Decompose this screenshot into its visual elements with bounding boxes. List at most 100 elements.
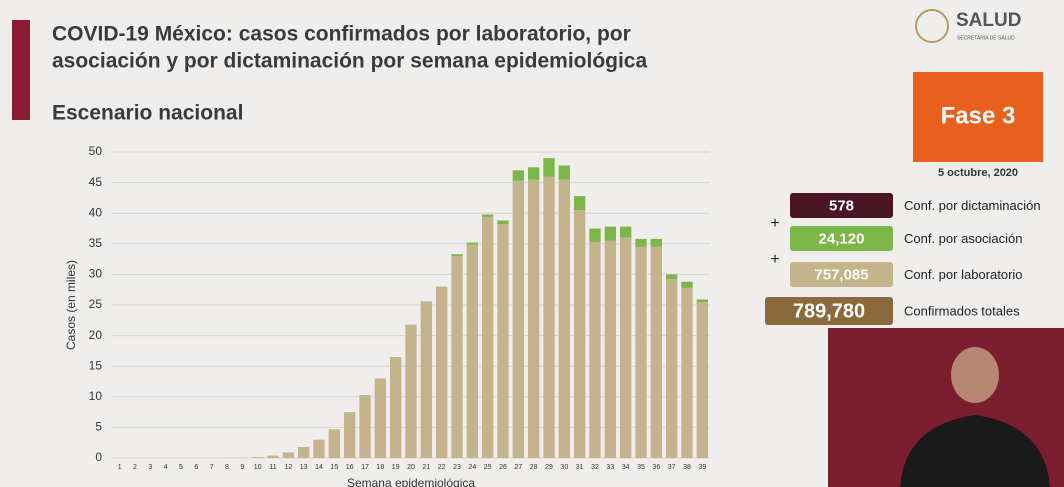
bar-segment — [527, 179, 540, 459]
phase-box — [913, 72, 1043, 162]
bar-segment — [359, 394, 371, 458]
x-tick-label: 37 — [668, 464, 676, 471]
x-tick-label: 28 — [530, 464, 538, 471]
logo-subtext: SECRETARÍA DE SALUD — [957, 34, 1015, 41]
bar-segment — [604, 240, 617, 458]
x-tick-label: 38 — [683, 464, 691, 471]
x-tick-label: 3 — [148, 464, 152, 471]
bar-segment — [619, 226, 632, 238]
x-tick-label: 20 — [407, 464, 415, 471]
x-tick-label: 8 — [225, 464, 229, 471]
bar-segment — [512, 170, 525, 181]
y-tick-label: 30 — [89, 267, 103, 281]
bar-segment — [543, 158, 555, 177]
x-tick-label: 36 — [652, 464, 660, 471]
y-tick-label: 15 — [89, 358, 103, 372]
bar-segment — [650, 246, 663, 458]
x-tick-label: 14 — [315, 464, 323, 471]
x-tick-label: 12 — [284, 464, 292, 471]
subtitle: Escenario nacional — [52, 102, 243, 125]
summary-prefix: + — [770, 251, 779, 268]
title-line: COVID-19 México: casos confirmados por l… — [52, 23, 631, 46]
bar-segment — [665, 279, 678, 458]
bar-segment — [497, 224, 509, 458]
interpreter-head — [951, 347, 999, 403]
y-tick-label: 20 — [89, 328, 103, 342]
x-tick-label: 34 — [622, 464, 630, 471]
y-axis-label: Casos (en miles) — [64, 260, 78, 350]
bar-segment — [481, 214, 494, 217]
bar-segment — [451, 254, 463, 257]
x-tick-label: 19 — [392, 464, 400, 471]
summary-value: 578 — [829, 197, 854, 214]
summary-label: Conf. por asociación — [904, 231, 1023, 246]
bar-segment — [405, 324, 417, 458]
summary-value: 789,780 — [793, 300, 865, 322]
y-tick-label: 35 — [89, 236, 103, 250]
date: 5 octubre, 2020 — [938, 167, 1018, 179]
bar-segment — [527, 167, 540, 180]
x-tick-label: 6 — [194, 464, 198, 471]
bar-segment — [267, 455, 279, 458]
bar-segment — [635, 246, 647, 458]
x-tick-label: 13 — [300, 464, 308, 471]
x-tick-label: 23 — [453, 464, 461, 471]
summary-box — [790, 262, 893, 287]
x-tick-label: 32 — [591, 464, 599, 471]
bar-segment — [389, 357, 402, 458]
bar-segment — [328, 429, 341, 458]
bar-segment — [558, 165, 571, 180]
bar-segment — [543, 176, 555, 459]
x-tick-label: 35 — [637, 464, 645, 471]
y-tick-label: 40 — [89, 205, 103, 219]
x-tick-label: 1 — [118, 464, 122, 471]
bar-segment — [343, 412, 356, 458]
bar-segment — [696, 301, 709, 458]
y-tick-label: 45 — [89, 175, 103, 189]
x-tick-label: 24 — [468, 464, 476, 471]
bar-segment — [573, 210, 586, 458]
logo-emblem — [915, 9, 949, 43]
bar-segment — [313, 439, 325, 458]
logo-text: SALUD — [956, 10, 1021, 31]
x-tick-label: 4 — [164, 464, 168, 471]
x-tick-label: 2 — [133, 464, 137, 471]
bar-segment — [650, 238, 663, 247]
y-tick-label: 50 — [89, 144, 103, 158]
x-tick-label: 27 — [514, 464, 522, 471]
x-tick-label: 9 — [240, 464, 244, 471]
bar-segment — [558, 179, 571, 459]
bar-segment — [665, 274, 678, 280]
phase-label: Fase 3 — [941, 102, 1016, 129]
bar-segment — [374, 378, 387, 458]
summary-value: 24,120 — [819, 230, 865, 247]
summary-box — [790, 226, 893, 251]
bar-segment — [481, 216, 494, 458]
x-tick-label: 25 — [484, 464, 492, 471]
x-tick-label: 31 — [576, 464, 584, 471]
summary-prefix: + — [770, 215, 779, 232]
x-tick-label: 18 — [376, 464, 384, 471]
y-tick-label: 0 — [95, 450, 102, 464]
bar-segment — [497, 220, 509, 225]
bar-segment — [297, 446, 310, 458]
x-tick-label: 30 — [560, 464, 568, 471]
bar-segment — [512, 180, 525, 458]
x-tick-label: 16 — [346, 464, 354, 471]
interpreter-body — [900, 415, 1050, 487]
x-tick-label: 17 — [361, 464, 369, 471]
y-tick-label: 25 — [89, 297, 103, 311]
x-tick-label: 26 — [499, 464, 507, 471]
bar-segment — [282, 452, 295, 458]
x-tick-label: 5 — [179, 464, 183, 471]
x-tick-label: 21 — [422, 464, 430, 471]
y-tick-label: 5 — [95, 420, 102, 434]
x-tick-label: 11 — [269, 464, 276, 471]
title-line: asociación y por dictaminación por seman… — [52, 50, 647, 73]
bar-segment — [696, 299, 709, 302]
x-axis-label: Semana epidemiológica — [347, 476, 475, 487]
bar-segment — [681, 281, 693, 288]
x-tick-label: 29 — [545, 464, 553, 471]
bar-segment — [681, 287, 693, 458]
